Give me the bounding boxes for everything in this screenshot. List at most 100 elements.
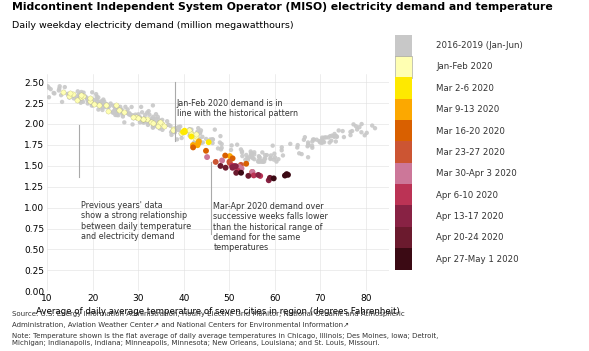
Point	[282, 171, 292, 177]
Point	[94, 101, 103, 107]
Point	[174, 124, 183, 130]
Point	[148, 102, 158, 108]
Point	[111, 102, 121, 107]
Point	[318, 138, 327, 144]
Point	[334, 128, 343, 133]
Point	[180, 128, 189, 133]
Point	[327, 133, 337, 139]
Point	[138, 117, 148, 122]
Text: Source: U.S. Energy Information Administration, Hourly Electric Grid Monitor; Na: Source: U.S. Energy Information Administ…	[12, 311, 405, 317]
Point	[92, 97, 101, 102]
Point	[176, 130, 186, 135]
Point	[155, 119, 164, 125]
Point	[247, 151, 256, 157]
Point	[138, 119, 147, 125]
Point	[104, 104, 113, 110]
Point	[185, 126, 194, 132]
Point	[346, 132, 355, 138]
Point	[112, 109, 121, 115]
Point	[317, 135, 327, 140]
Point	[143, 116, 152, 122]
Point	[246, 152, 256, 158]
Point	[164, 122, 173, 128]
Point	[303, 142, 313, 148]
Point	[94, 102, 103, 108]
Point	[78, 94, 88, 99]
Point	[257, 159, 266, 164]
Point	[187, 127, 196, 132]
Point	[124, 112, 134, 117]
Point	[168, 126, 177, 132]
Point	[194, 125, 203, 131]
Point	[174, 126, 183, 132]
Point	[153, 114, 163, 120]
Point	[54, 88, 64, 93]
Point	[325, 140, 335, 145]
Point	[236, 147, 246, 152]
Point	[190, 140, 199, 145]
Point	[57, 92, 66, 98]
Point	[280, 173, 290, 178]
Point	[319, 139, 328, 144]
Point	[368, 123, 377, 128]
Point	[216, 163, 225, 169]
Point	[69, 95, 78, 101]
Point	[163, 118, 172, 124]
Point	[312, 137, 322, 143]
Point	[283, 172, 293, 178]
Point	[210, 127, 220, 132]
Point	[46, 86, 55, 92]
Point	[349, 121, 358, 127]
Text: Daily weekday electricity demand (million megawatthours): Daily weekday electricity demand (millio…	[12, 21, 293, 30]
Text: Jan-Feb 2020: Jan-Feb 2020	[436, 62, 492, 72]
Point	[92, 94, 101, 99]
Point	[225, 160, 234, 166]
Point	[192, 141, 201, 147]
Point	[188, 133, 198, 139]
Point	[92, 98, 102, 104]
Point	[190, 140, 199, 145]
Point	[228, 155, 237, 161]
Point	[143, 110, 152, 115]
Point	[339, 134, 349, 140]
Point	[191, 133, 201, 139]
Point	[148, 119, 158, 124]
Point	[137, 119, 147, 124]
Point	[243, 155, 252, 160]
Point	[85, 95, 95, 101]
Point	[91, 91, 101, 97]
Point	[254, 159, 264, 164]
Point	[97, 100, 106, 105]
Point	[191, 131, 201, 137]
Point	[236, 162, 246, 168]
Point	[191, 135, 201, 140]
Point	[197, 140, 206, 145]
Point	[167, 132, 176, 138]
Point	[201, 148, 211, 154]
Point	[307, 143, 317, 148]
Point	[176, 124, 185, 129]
Point	[294, 151, 304, 156]
Point	[127, 104, 136, 110]
Point	[146, 119, 155, 125]
Point	[248, 169, 257, 175]
Point	[187, 131, 196, 137]
Point	[140, 112, 150, 118]
Point	[320, 135, 329, 140]
Text: Apr 6-10 2020: Apr 6-10 2020	[436, 191, 498, 200]
Point	[145, 112, 154, 118]
Point	[190, 135, 200, 141]
Point	[87, 103, 97, 108]
Point	[213, 146, 223, 151]
Point	[151, 116, 160, 121]
Point	[148, 124, 158, 130]
Point	[244, 173, 253, 179]
Point	[237, 153, 247, 159]
Point	[166, 123, 175, 129]
Point	[215, 140, 224, 145]
Point	[110, 108, 119, 113]
Point	[152, 120, 161, 126]
Point	[143, 122, 153, 128]
Point	[307, 145, 317, 151]
Point	[72, 97, 82, 102]
